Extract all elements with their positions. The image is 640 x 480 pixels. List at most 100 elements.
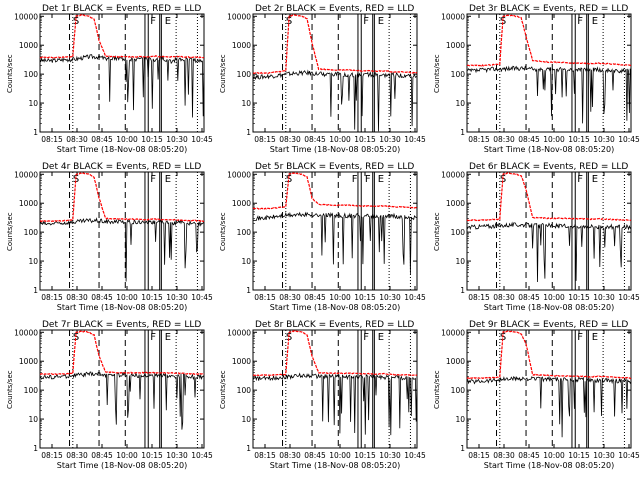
y-tick-label: 1000 <box>232 41 251 50</box>
x-axis-label: Start Time (18-Nov-08 08:05:20) <box>270 145 400 154</box>
y-tick-label: 100 <box>237 386 252 395</box>
x-tick-label: 10:15 <box>568 135 590 144</box>
panel-title: Det 8r BLACK = Events, RED = LLD <box>255 320 414 330</box>
detector-panel: Det 7r BLACK = Events, RED = LLD 1 10 100 10… <box>6 320 213 470</box>
event-marker-label: F <box>150 174 156 185</box>
x-tick-label: 10:15 <box>141 293 163 302</box>
x-tick-label: 08:30 <box>493 135 515 144</box>
x-tick-label: 08:45 <box>91 135 113 144</box>
x-tick-label: 10:15 <box>141 135 163 144</box>
x-tick-label: 10:00 <box>116 451 138 460</box>
x-tick-label: 10:00 <box>329 135 351 144</box>
x-tick-label: 08:45 <box>304 135 326 144</box>
x-tick-label: 08:45 <box>518 135 540 144</box>
y-tick-label: 1 <box>246 128 251 137</box>
x-tick-label: 08:30 <box>66 135 88 144</box>
event-marker-label: E <box>378 332 384 343</box>
x-tick-label: 10:30 <box>379 135 401 144</box>
y-tick-label: 1000 <box>232 199 251 208</box>
y-axis-label: Counts/sec <box>433 370 441 409</box>
y-tick-label: 10000 <box>227 170 251 179</box>
y-tick-label: 100 <box>24 228 39 237</box>
x-tick-label: 08:30 <box>66 293 88 302</box>
x-axis-label: Start Time (18-Nov-08 08:05:20) <box>270 303 400 312</box>
plot-frame <box>39 329 205 449</box>
x-tick-label: 08:30 <box>493 451 515 460</box>
detector-panel: Det 9r BLACK = Events, RED = LLD 1 10 100 10… <box>433 320 640 470</box>
event-marker-label: S <box>73 16 79 27</box>
x-tick-label: 10:00 <box>543 293 565 302</box>
panel-title: Det 2r BLACK = Events, RED = LLD <box>255 4 414 14</box>
lld-series-line <box>466 172 632 222</box>
x-tick-label: 08:15 <box>254 293 276 302</box>
x-tick-label: 10:30 <box>593 135 615 144</box>
event-marker-label: E <box>592 174 598 185</box>
x-tick-label: 10:15 <box>354 451 376 460</box>
y-tick-label: 10 <box>28 415 38 424</box>
event-marker-label: E <box>165 174 171 185</box>
panel-title: Det 6r BLACK = Events, RED = LLD <box>469 162 628 172</box>
x-axis-label: Start Time (18-Nov-08 08:05:20) <box>57 145 187 154</box>
y-tick-label: 10000 <box>14 170 38 179</box>
lld-series-line <box>39 13 205 59</box>
event-marker-label: F <box>352 174 358 185</box>
y-tick-label: 100 <box>24 70 39 79</box>
events-series-line <box>252 69 418 132</box>
y-tick-label: 1 <box>460 128 465 137</box>
x-tick-label: 10:15 <box>141 451 163 460</box>
y-tick-label: 10 <box>455 415 465 424</box>
events-series-line <box>253 211 417 275</box>
y-tick-label: 10000 <box>14 12 38 21</box>
x-tick-label: 08:15 <box>468 293 490 302</box>
y-tick-label: 1 <box>246 444 251 453</box>
plot-frame <box>39 171 205 291</box>
plot-frame <box>252 171 418 291</box>
x-tick-label: 10:15 <box>568 451 590 460</box>
y-axis-label: Counts/sec <box>6 212 14 251</box>
event-marker-label: F <box>365 174 371 185</box>
event-marker-label: S <box>286 174 292 185</box>
y-tick-label: 10 <box>241 415 251 424</box>
x-axis-label: Start Time (18-Nov-08 08:05:20) <box>57 303 187 312</box>
y-axis-label: Counts/sec <box>6 54 14 93</box>
lld-series-line <box>253 14 418 75</box>
panel-title: Det 3r BLACK = Events, RED = LLD <box>469 4 628 14</box>
y-axis-label: Counts/sec <box>433 212 441 251</box>
plot-frame <box>466 171 632 291</box>
y-tick-label: 100 <box>237 228 252 237</box>
y-tick-label: 10 <box>241 99 251 108</box>
x-tick-label: 08:15 <box>41 135 63 144</box>
lld-series-line <box>466 14 631 67</box>
x-tick-label: 10:45 <box>404 451 426 460</box>
y-tick-label: 10 <box>28 99 38 108</box>
event-marker-label: S <box>73 332 79 343</box>
y-tick-label: 10 <box>455 257 465 266</box>
panel-title: Det 1r BLACK = Events, RED = LLD <box>42 4 201 14</box>
x-tick-label: 10:15 <box>354 135 376 144</box>
events-series-line <box>39 217 205 282</box>
event-marker-label: E <box>378 174 384 185</box>
plot-frame <box>466 13 632 133</box>
event-marker-label: E <box>378 16 384 27</box>
x-axis-label: Start Time (18-Nov-08 08:05:20) <box>57 461 187 470</box>
detector-panel: Det 4r BLACK = Events, RED = LLD 1 10 100 10… <box>6 162 213 312</box>
events-series-line <box>39 371 205 430</box>
lld-series-line <box>40 172 205 223</box>
x-tick-label: 10:30 <box>166 135 188 144</box>
x-tick-label: 08:45 <box>91 293 113 302</box>
y-tick-label: 1000 <box>19 199 38 208</box>
y-axis-label: Counts/sec <box>433 54 441 93</box>
y-tick-label: 1000 <box>446 357 465 366</box>
x-tick-label: 08:45 <box>91 451 113 460</box>
x-tick-label: 08:15 <box>254 135 276 144</box>
x-tick-label: 08:45 <box>518 451 540 460</box>
y-tick-label: 100 <box>237 70 252 79</box>
x-tick-label: 10:15 <box>354 293 376 302</box>
y-tick-label: 1000 <box>446 199 465 208</box>
y-tick-label: 10 <box>455 99 465 108</box>
x-tick-label: 10:45 <box>618 135 640 144</box>
x-tick-label: 10:15 <box>568 293 590 302</box>
panel-grid: Det 1r BLACK = Events, RED = LLD11010010… <box>6 4 640 470</box>
panel-title: Det 4r BLACK = Events, RED = LLD <box>42 162 201 172</box>
